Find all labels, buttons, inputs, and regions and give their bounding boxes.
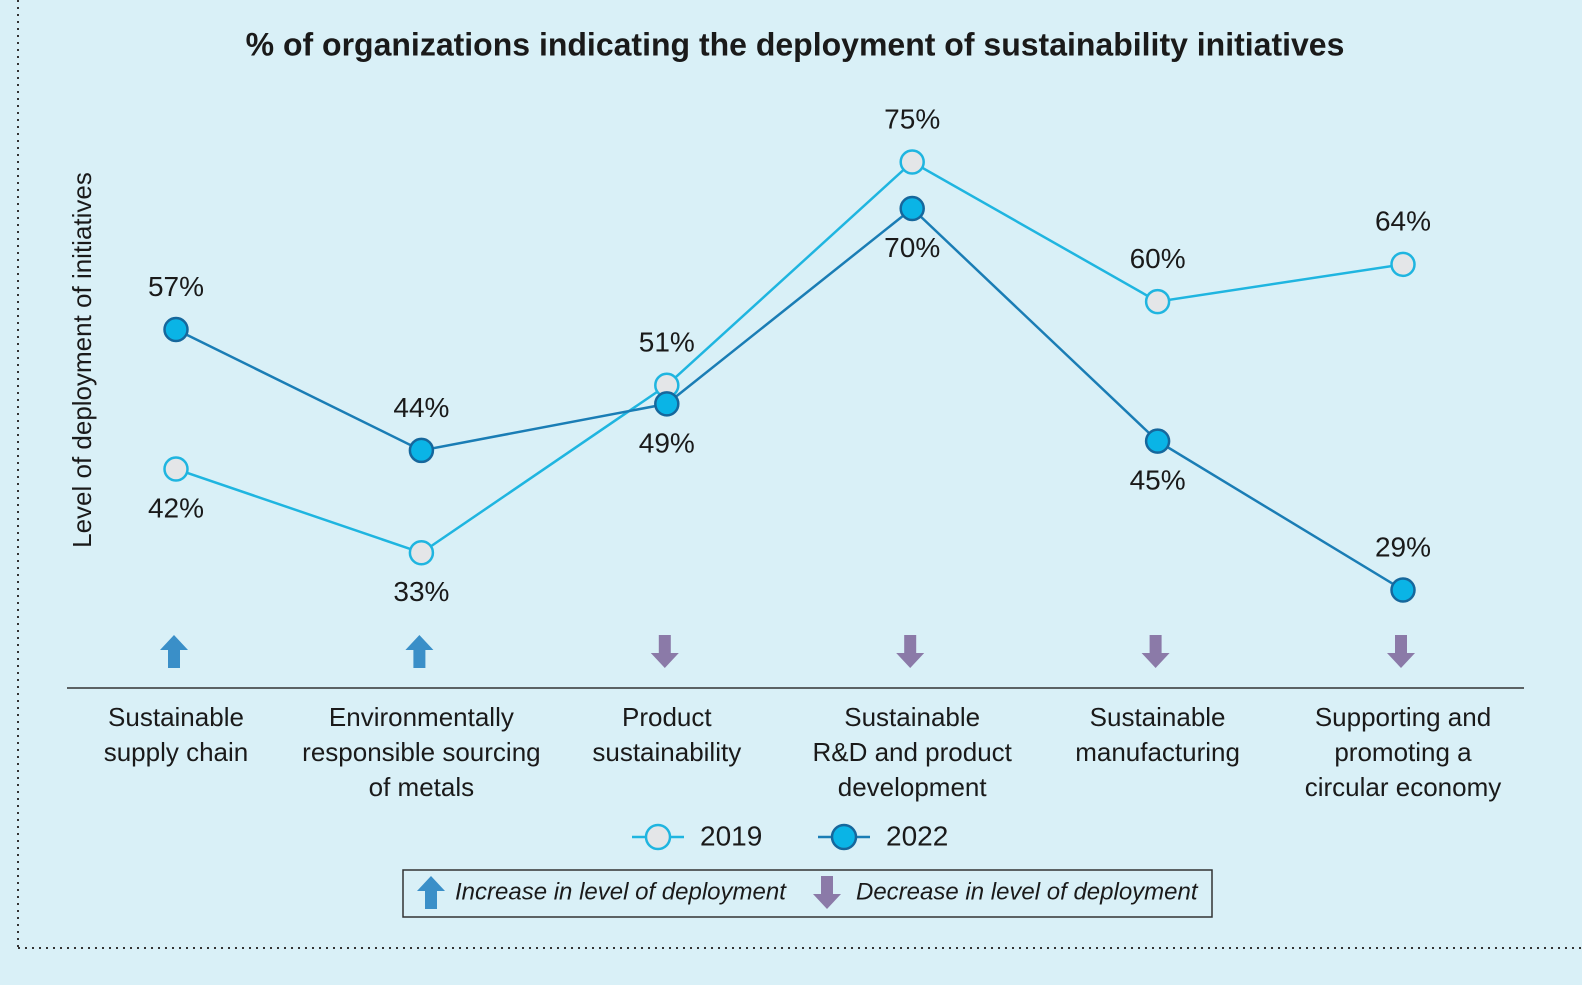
legend-label: 2022	[886, 820, 948, 851]
trend-legend-icon	[813, 876, 841, 909]
data-point	[1144, 288, 1171, 315]
data-label: 44%	[393, 392, 449, 423]
data-point	[163, 456, 189, 482]
data-label: 45%	[1130, 465, 1186, 496]
data-point	[408, 437, 435, 464]
x-tick-label: Sustainable supply chain	[103, 702, 249, 767]
data-point	[654, 391, 680, 417]
data-point	[899, 195, 925, 222]
data-label: 57%	[148, 271, 204, 302]
series-line	[175, 206, 1404, 592]
data-label: 60%	[1130, 243, 1186, 274]
data-label: 42%	[148, 492, 204, 523]
decrease-arrow	[650, 635, 679, 668]
series-line	[175, 160, 1404, 555]
trend-legend-icon	[417, 876, 445, 909]
data-point	[1390, 251, 1416, 278]
chart-title: % of organizations indicating the deploy…	[246, 26, 1345, 62]
data-point	[163, 316, 189, 343]
x-tick-label: Environmentally responsible sourcing of …	[302, 702, 541, 802]
data-label: 51%	[639, 327, 695, 358]
decrease-arrow	[1141, 635, 1170, 668]
increase-arrow	[160, 635, 188, 668]
decrease-arrow	[896, 635, 925, 668]
y-axis-label: Level of deployment of initiatives	[67, 172, 97, 548]
data-point	[899, 149, 925, 175]
x-tick-label: Sustainable manufacturing	[1075, 702, 1240, 767]
data-point	[1144, 428, 1171, 454]
trend-legend-box	[402, 869, 1213, 918]
x-tick-label: Sustainable R&D and product development	[812, 702, 1012, 802]
legend-marker	[644, 823, 672, 851]
increase-arrow	[405, 635, 434, 668]
data-point	[1390, 577, 1416, 603]
trend-legend-text: Decrease in level of deployment	[856, 878, 1199, 905]
data-label: 49%	[639, 427, 695, 458]
x-tick-label: Product sustainability	[592, 702, 742, 767]
decrease-arrow	[1387, 635, 1415, 668]
data-label: 75%	[884, 103, 940, 134]
data-point	[408, 540, 435, 566]
trend-legend-text: Increase in level of deployment	[455, 878, 787, 905]
data-label: 64%	[1375, 206, 1431, 237]
data-label: 70%	[884, 232, 940, 263]
data-label: 33%	[393, 576, 449, 607]
legend-label: 2019	[700, 820, 762, 851]
x-tick-label: Supporting and promoting a circular econ…	[1304, 702, 1502, 802]
legend-marker	[830, 823, 858, 851]
data-label: 29%	[1375, 531, 1431, 562]
